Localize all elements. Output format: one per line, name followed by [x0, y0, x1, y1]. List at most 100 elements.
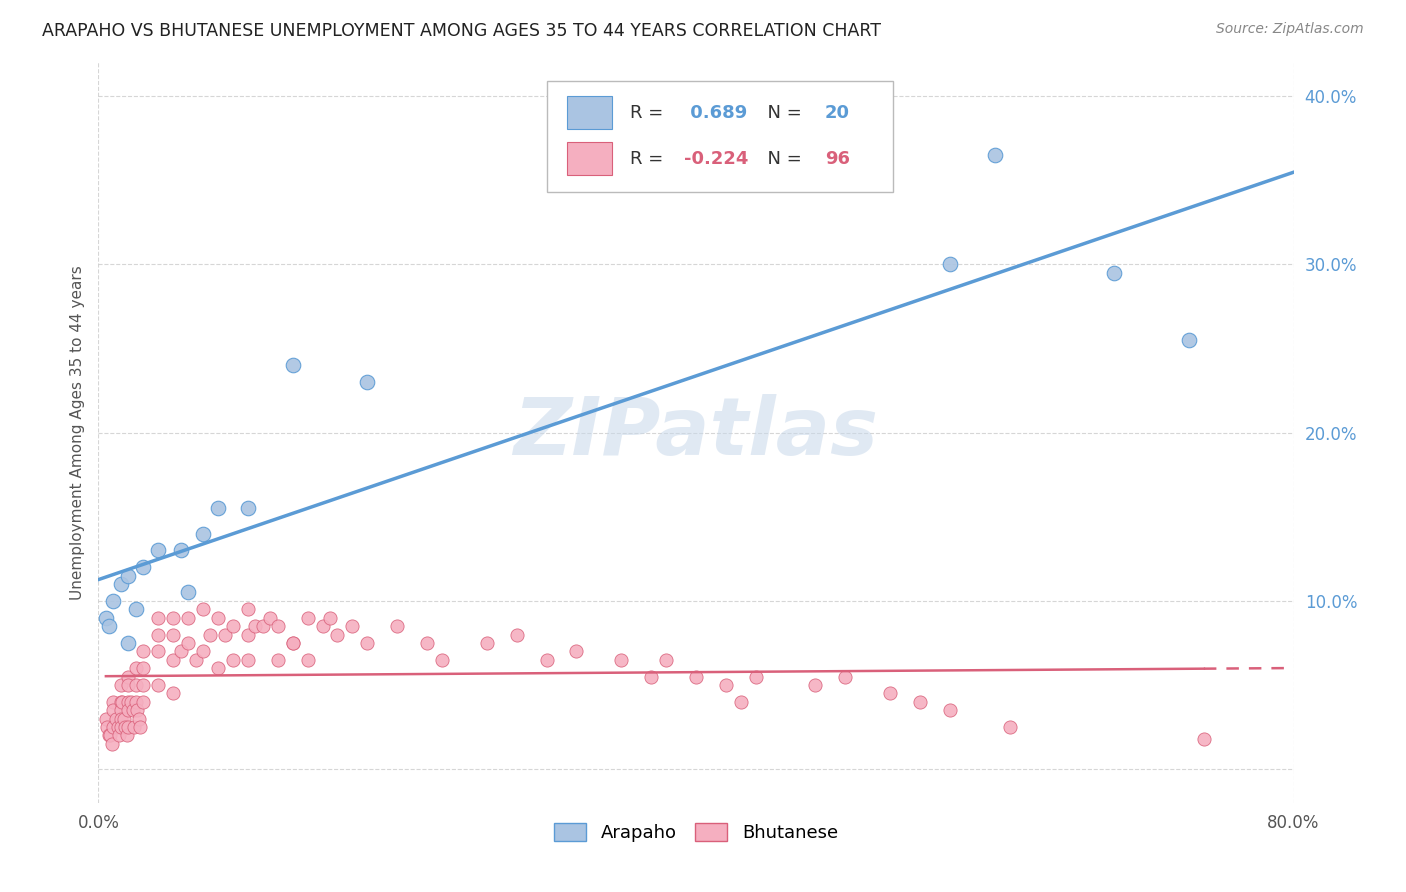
Point: [326, 627, 349, 641]
Text: ZIPatlas: ZIPatlas: [513, 393, 879, 472]
Point: [430, 653, 453, 667]
Point: [103, 695, 125, 709]
Point: [267, 653, 290, 667]
Text: -0.224: -0.224: [685, 150, 748, 168]
Point: [416, 636, 439, 650]
Point: [640, 670, 662, 684]
Point: [281, 636, 304, 650]
Point: [125, 602, 148, 616]
Point: [110, 695, 132, 709]
Point: [127, 703, 149, 717]
Point: [311, 619, 333, 633]
Point: [110, 712, 132, 726]
Point: [132, 661, 155, 675]
Point: [117, 678, 139, 692]
Point: [252, 619, 274, 633]
Point: [169, 543, 191, 558]
Point: [177, 585, 200, 599]
Bar: [567, 142, 613, 176]
Point: [98, 729, 122, 743]
Point: [319, 610, 342, 624]
Point: [177, 636, 200, 650]
Point: [745, 670, 768, 684]
Point: [207, 610, 229, 624]
Point: [110, 678, 132, 692]
Point: [94, 712, 117, 726]
Point: [162, 686, 184, 700]
Point: [148, 543, 170, 558]
Text: 20: 20: [825, 103, 851, 122]
Point: [117, 703, 139, 717]
Point: [132, 560, 155, 574]
Point: [162, 653, 184, 667]
Point: [148, 610, 170, 624]
Point: [114, 720, 136, 734]
Point: [162, 610, 184, 624]
Point: [96, 720, 118, 734]
Point: [125, 695, 148, 709]
Point: [222, 653, 245, 667]
Text: R =: R =: [630, 150, 669, 168]
Point: [939, 703, 962, 717]
Point: [297, 610, 319, 624]
Point: [110, 720, 132, 734]
Point: [1104, 266, 1126, 280]
Point: [103, 594, 125, 608]
Point: [129, 720, 152, 734]
Point: [385, 619, 409, 633]
Point: [184, 653, 207, 667]
Point: [267, 619, 290, 633]
Point: [207, 501, 229, 516]
Point: [117, 568, 139, 582]
Point: [191, 526, 214, 541]
Point: [730, 695, 752, 709]
Point: [97, 619, 120, 633]
Point: [475, 636, 498, 650]
Point: [117, 695, 139, 709]
Point: [97, 729, 120, 743]
Point: [125, 678, 148, 692]
Point: [124, 720, 146, 734]
Y-axis label: Unemployment Among Ages 35 to 44 years: Unemployment Among Ages 35 to 44 years: [69, 265, 84, 600]
Point: [101, 737, 124, 751]
Point: [169, 644, 191, 658]
Point: [115, 729, 138, 743]
Point: [148, 627, 170, 641]
Text: Source: ZipAtlas.com: Source: ZipAtlas.com: [1216, 22, 1364, 37]
Point: [112, 712, 135, 726]
Point: [565, 644, 588, 658]
Point: [132, 678, 155, 692]
Point: [834, 670, 856, 684]
Point: [207, 661, 229, 675]
Text: 96: 96: [825, 150, 851, 168]
Point: [107, 720, 129, 734]
Point: [685, 670, 707, 684]
Point: [506, 627, 529, 641]
Point: [117, 670, 139, 684]
Point: [236, 602, 259, 616]
Point: [281, 636, 304, 650]
Point: [110, 577, 132, 591]
Text: N =: N =: [756, 150, 807, 168]
Point: [356, 375, 378, 389]
Point: [236, 653, 259, 667]
Point: [297, 653, 319, 667]
Point: [117, 720, 139, 734]
Point: [356, 636, 378, 650]
Point: [132, 695, 155, 709]
Point: [148, 644, 170, 658]
Point: [120, 695, 142, 709]
Point: [804, 678, 827, 692]
Point: [536, 653, 558, 667]
Point: [191, 644, 214, 658]
Point: [148, 678, 170, 692]
Point: [162, 627, 184, 641]
Bar: [567, 96, 613, 129]
Point: [125, 661, 148, 675]
Point: [177, 610, 200, 624]
Point: [128, 712, 150, 726]
Point: [610, 653, 633, 667]
Point: [132, 644, 155, 658]
Text: 0.689: 0.689: [685, 103, 747, 122]
Point: [111, 695, 134, 709]
